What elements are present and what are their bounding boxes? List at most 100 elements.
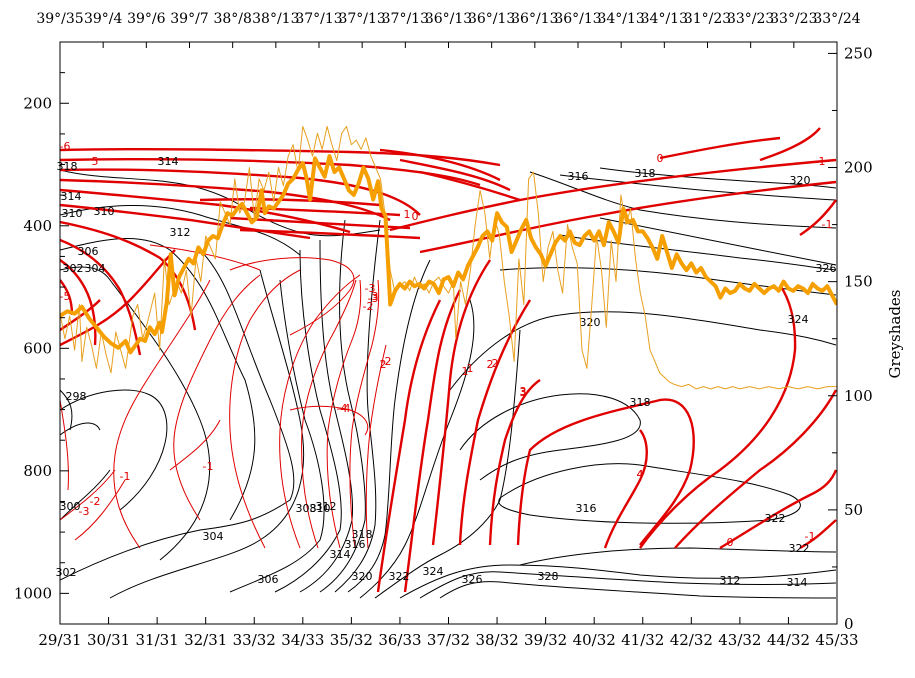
black-contour-field: [60, 167, 837, 599]
black-contour-label: 312: [720, 574, 741, 587]
right-tick-label: 50: [844, 501, 863, 519]
top-tick-label: 34°/13: [641, 11, 688, 27]
black-contour-line: [529, 171, 837, 229]
right-axis: 0 50 100 150 200 250: [828, 44, 873, 633]
red-contour-line: [399, 158, 511, 192]
top-tick-label: 33°/24: [813, 11, 860, 27]
black-contour-line: [599, 167, 837, 189]
red-contour-line: [419, 170, 521, 202]
bottom-tick-label: 45/33: [815, 631, 858, 649]
top-tick-label: 37°/13: [338, 11, 385, 27]
top-tick-label: 37°/13: [295, 11, 342, 27]
black-contour-label: 324: [788, 313, 809, 326]
bottom-tick-label: 37/32: [427, 631, 470, 649]
black-contour-line: [359, 299, 475, 599]
red-contour-line: [229, 269, 301, 549]
red-contour-label: 2: [487, 358, 494, 371]
black-contour-line: [60, 238, 256, 521]
right-axis-title: Greyshades: [886, 290, 904, 379]
black-contour-label: 322: [765, 512, 786, 525]
red-contour-label: -6: [60, 140, 71, 153]
red-contour-line: [60, 399, 69, 491]
black-contour-label: 318: [635, 167, 656, 180]
red-contour-line: [719, 469, 837, 550]
top-tick-label: 39°/7: [170, 11, 208, 27]
red-contour-label: 1: [462, 365, 469, 378]
black-contour-line: [498, 463, 801, 524]
black-contour-label: 322: [789, 542, 810, 555]
black-contour-label: 324: [423, 565, 444, 578]
red-contour-line: [379, 148, 501, 182]
red-contour-line: [458, 299, 532, 546]
red-contour-line: [60, 469, 116, 521]
right-tick-label: 100: [844, 387, 873, 405]
bottom-tick-label: 43/32: [718, 631, 761, 649]
bottom-tick-label: 29/31: [38, 631, 81, 649]
black-contour-label: 310: [310, 502, 331, 515]
red-contour-label: 3: [372, 290, 379, 303]
black-contour-label: 316: [576, 502, 597, 515]
red-contour-label: 1: [404, 208, 411, 221]
bottom-tick-label: 41/32: [621, 631, 664, 649]
black-contour-label: 322: [389, 570, 410, 583]
red-contour-line: [60, 238, 142, 356]
top-tick-label: 38°/8: [213, 11, 251, 27]
red-contour-label: -1: [805, 530, 816, 543]
bottom-tick-label: 35/32: [330, 631, 373, 649]
top-tick-label: 36°/13: [468, 11, 515, 27]
bottom-tick-label: 31/31: [136, 631, 179, 649]
red-contour-line: [113, 279, 211, 549]
black-contour-label: 310: [94, 205, 115, 218]
black-contour-line: [60, 249, 295, 581]
black-contour-line: [334, 219, 381, 593]
top-tick-label: 34°/13: [597, 11, 644, 27]
black-contour-line: [559, 174, 837, 201]
left-tick-label: 200: [23, 94, 52, 112]
black-contour-line: [60, 422, 101, 436]
black-contour-label: 306: [258, 573, 279, 586]
red-contour-line: [60, 220, 197, 331]
right-tick-label: 250: [844, 44, 873, 62]
left-tick-label: 400: [23, 217, 52, 235]
red-contour-line: [173, 274, 261, 521]
red-contour-label: 2: [380, 358, 387, 371]
red-contour-label: -5: [60, 290, 71, 303]
red-contour-line: [239, 228, 421, 240]
red-contour-line: [301, 279, 357, 549]
red-contour-line: [403, 289, 462, 593]
red-contour-line: [389, 158, 837, 232]
left-tick-label: 800: [23, 462, 52, 480]
black-contour-label: 314: [330, 548, 351, 561]
red-contour-line: [799, 519, 837, 550]
black-contour-line: [60, 266, 211, 561]
black-contour-line: [60, 389, 168, 511]
bottom-tick-label: 34/33: [281, 631, 324, 649]
black-contour-label: 308: [296, 502, 317, 515]
red-contour-label: -1: [120, 470, 131, 483]
red-contour-line: [74, 479, 126, 541]
red-contour-line: [289, 405, 369, 436]
black-contour-label: 298: [66, 390, 87, 403]
bottom-tick-label: 36/33: [378, 631, 421, 649]
red-contour-label: 4: [637, 468, 644, 481]
plot-frame: [59, 41, 838, 625]
red-contour-line: [199, 198, 381, 207]
right-tick-label: 150: [844, 273, 873, 291]
red-contour-line: [639, 284, 797, 549]
bottom-tick-label: 38/32: [475, 631, 518, 649]
right-tick-label: 0: [844, 615, 854, 633]
right-tick-label: 200: [844, 159, 873, 177]
red-contour-line: [759, 127, 821, 162]
red-contour-label: -1: [203, 460, 214, 473]
red-contour-line: [376, 299, 442, 593]
black-contour-label: 304: [203, 530, 224, 543]
red-contour-label: -1: [815, 155, 826, 168]
top-tick-label: 31°/23: [684, 11, 731, 27]
black-contour-label: 312: [316, 500, 337, 513]
red-contour-label: 5: [92, 155, 99, 168]
red-contour-line: [516, 398, 695, 546]
red-contour-line: [488, 379, 541, 546]
black-contour-label: 318: [57, 160, 78, 173]
black-contour-line: [519, 547, 837, 566]
